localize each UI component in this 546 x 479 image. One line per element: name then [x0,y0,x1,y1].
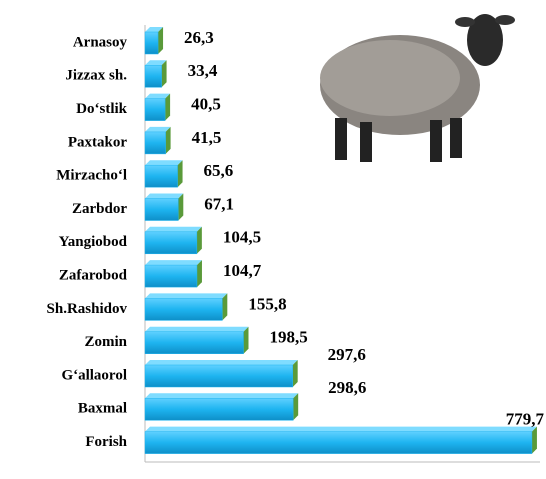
value-label: 67,1 [204,194,234,213]
value-label: 297,6 [328,345,366,364]
bar-side [293,393,299,421]
bar-top [145,426,537,432]
bar [144,98,166,121]
bar [144,198,179,221]
bar-top [145,326,249,332]
y-tick-label: Yangiobod [59,234,128,250]
y-tick-label: Zarbdor [72,201,127,217]
y-tick-label: Do‘stlik [76,101,127,117]
bar-side [531,426,537,454]
bar [144,231,198,255]
value-label: 155,8 [248,294,286,313]
value-label: 65,6 [204,161,234,180]
y-tick-label: Arnasoy [73,34,128,50]
y-tick-label: Sh.Rashidov [47,301,128,317]
bar [144,431,533,454]
bar-side [196,226,202,254]
bar-side [165,93,171,121]
bar-side [165,126,171,154]
bar-top [145,393,299,399]
bar [144,31,159,55]
bar-top [145,93,171,99]
y-tick-label: Mirzacho‘l [56,168,127,184]
bar-side [177,160,183,188]
y-tick-label: Forish [85,434,127,450]
value-label: 779,7 [506,410,545,429]
bar-side [243,326,249,354]
value-label: 104,7 [223,261,262,280]
bar-top [145,27,164,32]
bar [144,364,293,388]
bar [144,331,244,354]
y-tick-label: Zomin [84,334,127,350]
value-label: 198,5 [270,328,308,347]
y-tick-label: G‘allaorol [61,367,127,383]
bar-side [178,193,184,221]
bar [144,398,294,421]
bar-side [158,27,164,54]
bar [144,264,198,288]
bar [144,65,162,88]
value-label: 104,5 [223,228,261,247]
bar-side [161,60,167,88]
bar-top [145,60,167,66]
bar [144,164,178,188]
value-label: 33,4 [188,61,218,80]
bar-top [145,293,228,299]
value-label: 26,3 [184,28,214,47]
bar-top [145,193,184,199]
bar-top [145,360,298,365]
bar-side [196,260,202,288]
sheep-image [320,14,515,162]
bar-top [145,260,202,266]
y-tick-label: Zafarobod [59,268,128,284]
bar [144,298,223,321]
y-tick-label: Jizzax sh. [65,68,127,84]
bar-top [145,226,202,232]
y-tick-label: Baxmal [78,401,127,417]
value-label: 41,5 [192,128,222,147]
bar-side [222,293,228,321]
value-label: 40,5 [191,95,221,114]
value-label: 298,6 [328,378,366,397]
bar-side [292,360,298,387]
bar-top [145,126,171,132]
y-tick-label: Paxtakor [68,134,128,150]
bar [144,131,166,155]
bar-top [145,160,183,166]
